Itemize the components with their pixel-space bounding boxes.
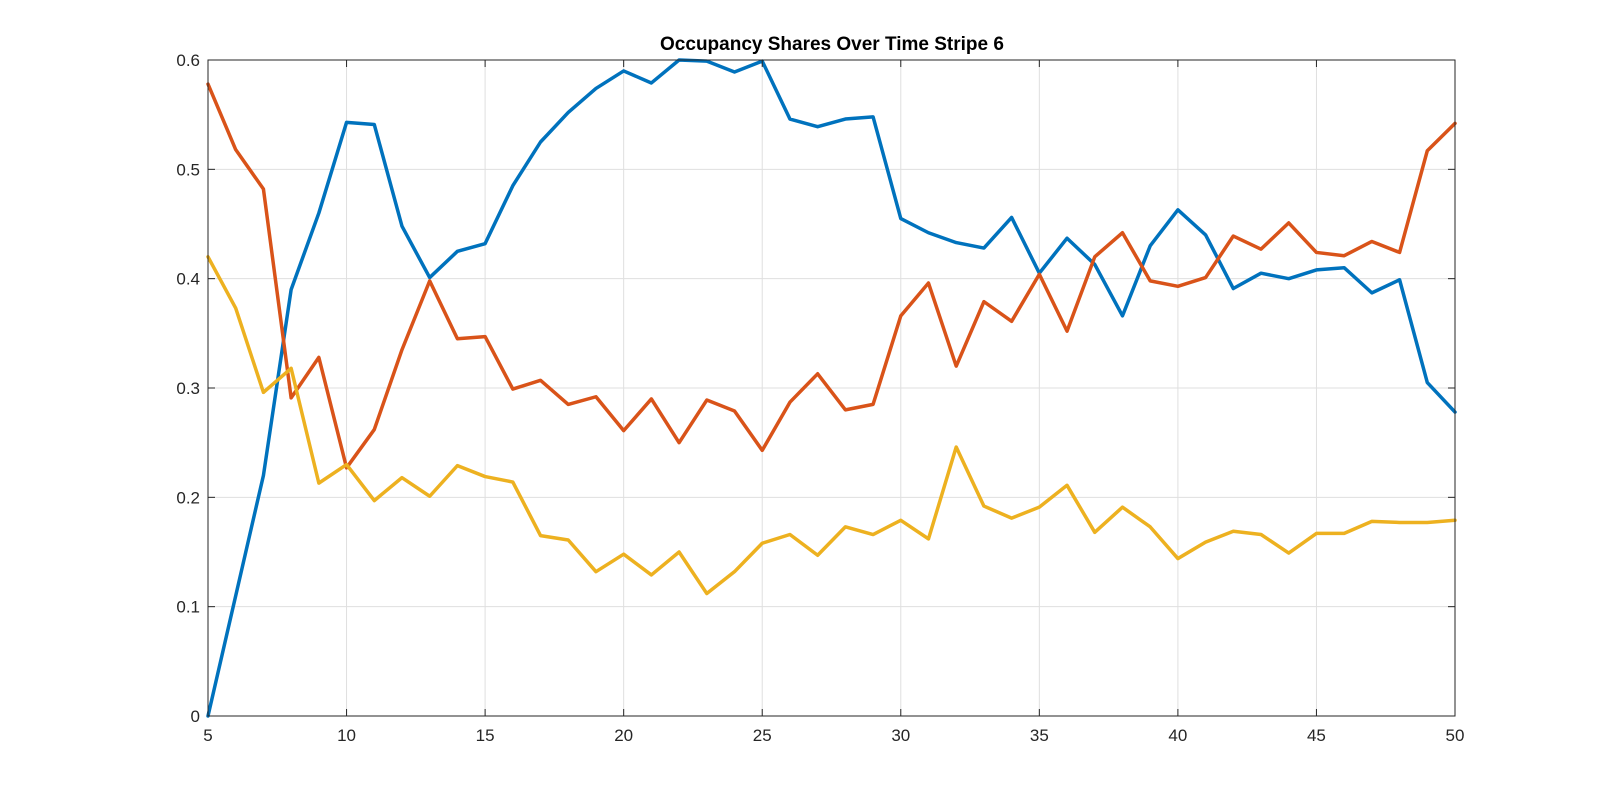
series-line-3	[206, 255, 1457, 596]
chart-title: Occupancy Shares Over Time Stripe 6	[660, 34, 1004, 55]
x-tick-label: 15	[476, 726, 495, 745]
y-tick-label: 0.3	[176, 379, 200, 398]
x-tick-label: 30	[891, 726, 910, 745]
x-tick-label: 5	[203, 726, 212, 745]
y-axis: 0 0.1 0.2 0.3 0.4 0.5 0.6	[176, 51, 1455, 726]
x-tick-label: 45	[1307, 726, 1326, 745]
y-tick-label: 0.2	[176, 488, 200, 507]
y-tick-label: 0	[191, 707, 200, 726]
x-axis: 5 10 15 20 25 30 35 40 45 50	[203, 60, 1464, 745]
series-line-1	[206, 58, 1457, 718]
x-tick-label: 20	[614, 726, 633, 745]
y-tick-label: 0.4	[176, 270, 200, 289]
y-tick-label: 0.6	[176, 51, 200, 70]
series-group	[206, 58, 1457, 718]
x-tick-label: 25	[753, 726, 772, 745]
y-tick-label: 0.1	[176, 598, 200, 617]
x-tick-label: 35	[1030, 726, 1049, 745]
x-tick-label: 10	[337, 726, 356, 745]
y-tick-label: 0.5	[176, 160, 200, 179]
x-tick-label: 40	[1168, 726, 1187, 745]
x-tick-label: 50	[1446, 726, 1465, 745]
series-line-2	[206, 82, 1457, 470]
grid	[207, 59, 1456, 717]
